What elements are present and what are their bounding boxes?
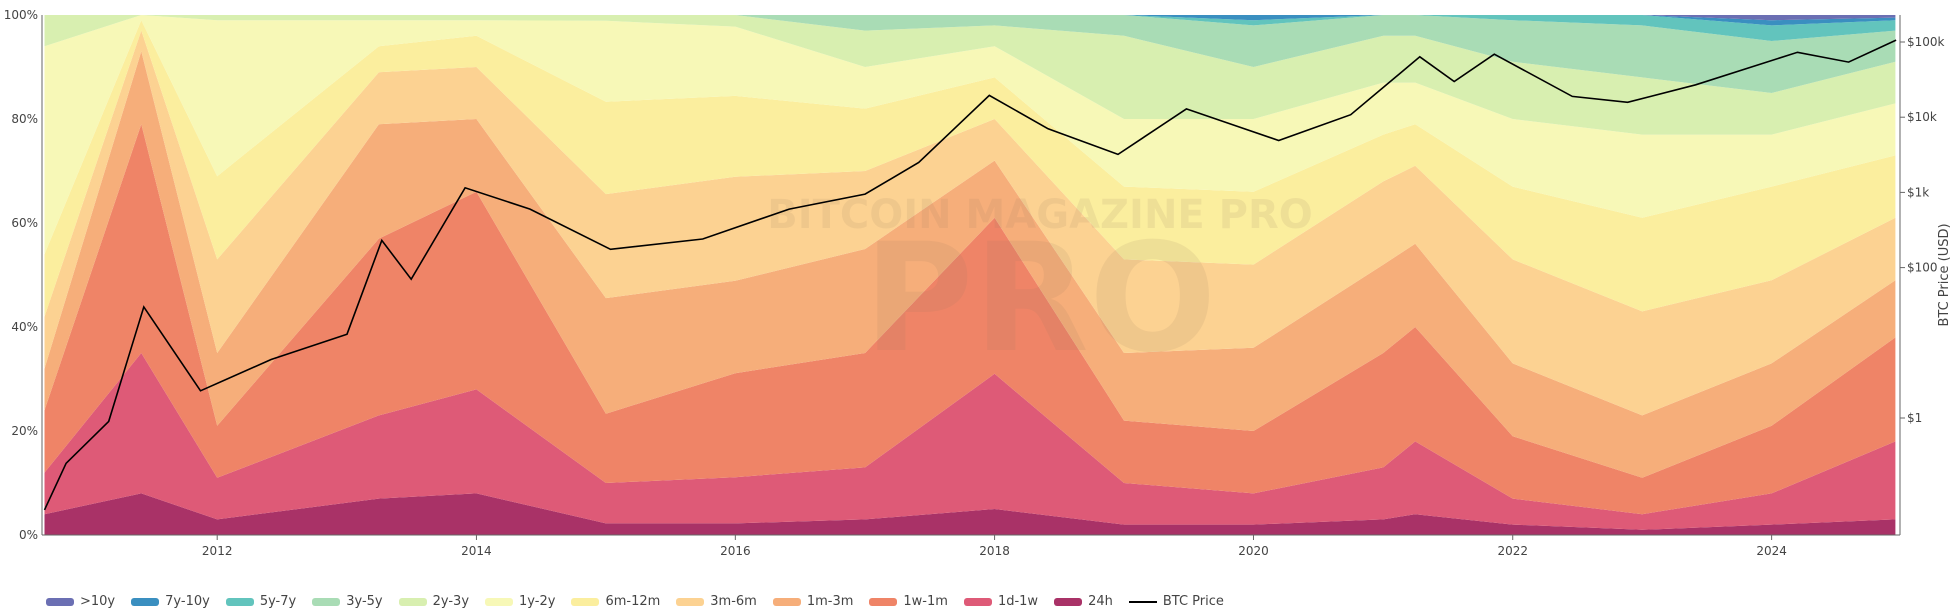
legend-swatch [963, 597, 992, 606]
legend-label: >10y [80, 594, 116, 609]
legend-label: 3y-5y [346, 594, 383, 609]
x-tick-label: 2020 [1238, 544, 1269, 558]
hodl-waves-chart: BITCOIN MAGAZINE PRO PRO 0% 20% 40% 60% 80% 1… [4, 8, 1952, 558]
x-tick-label: 2024 [1756, 544, 1787, 558]
watermark-text: BITCOIN MAGAZINE PRO [767, 192, 1313, 238]
legend-item->10y[interactable]: >10y [46, 594, 115, 609]
legend-item-5y-7y[interactable]: 5y-7y [225, 594, 297, 609]
legend-label: 1w-1m [903, 594, 948, 609]
watermark-logo-text: PRO [864, 212, 1217, 386]
x-tick-label: 2022 [1497, 544, 1528, 558]
legend-item-1d-1w[interactable]: 1d-1w [963, 594, 1039, 609]
legend-label: 1d-1w [997, 594, 1039, 609]
x-tick-label: 2016 [720, 544, 751, 558]
band-3m-6m [44, 30, 1896, 416]
band-1w-1m [44, 124, 1896, 515]
legend-swatch [676, 597, 705, 606]
legend-swatch [485, 597, 514, 606]
legend-line-swatch [1128, 600, 1157, 603]
legend-item-1y-2y[interactable]: 1y-2y [485, 594, 555, 609]
x-tick-label: 2014 [461, 544, 492, 558]
age-band-areas [44, 15, 1896, 535]
y2-tick-label: $1 [1907, 411, 1922, 425]
btc-price-line [43, 39, 1897, 511]
band-1m-3m [44, 51, 1896, 478]
legend-item-1w-1m[interactable]: 1w-1m [869, 594, 948, 609]
y2-tick-label: $100k [1907, 35, 1945, 49]
y2-tick-label: $1k [1907, 185, 1929, 199]
x-tick-label: 2018 [979, 544, 1010, 558]
legend-swatch [869, 597, 898, 606]
legend-swatch [312, 597, 341, 606]
watermark: BITCOIN MAGAZINE PRO PRO [767, 192, 1313, 386]
band->10y [44, 15, 1896, 21]
y-tick-label: 100% [4, 8, 38, 22]
x-tick-label: 2012 [202, 544, 233, 558]
legend-label: 1y-2y [519, 594, 556, 609]
y2-tick-label: $10k [1907, 110, 1937, 124]
band-1y-2y [44, 15, 1896, 255]
legend-item-7y-10y[interactable]: 7y-10y [131, 594, 210, 609]
left-y-axis: 0% 20% 40% 60% 80% 100% [4, 8, 43, 542]
y-tick-label: 0% [19, 528, 38, 542]
legend-item-6m-12m[interactable]: 6m-12m [571, 594, 660, 609]
y-tick-label: 80% [11, 112, 38, 126]
legend-swatch [225, 597, 254, 606]
legend-label: 5y-7y [259, 594, 297, 609]
legend-item-3y-5y[interactable]: 3y-5y [312, 594, 383, 609]
legend-label: 3m-6m [710, 594, 757, 609]
legend-item-btc-price[interactable]: BTC Price [1128, 594, 1224, 609]
legend-swatch [46, 597, 74, 606]
legend-label: 6m-12m [605, 594, 661, 609]
legend-item-3m-6m[interactable]: 3m-6m [676, 594, 757, 609]
right-y-axis: $1 $100 $1k $10k $100k [1899, 15, 1945, 535]
legend-label: 2y-3y [432, 594, 470, 609]
band-24h [44, 493, 1896, 535]
chart-legend: >10y 7y-10y 5y-7y 3y-5y 2y-3y 1y-2y 6m-12m 3m-6… [46, 594, 1240, 609]
y-tick-label: 20% [11, 424, 38, 438]
legend-label: BTC Price [1162, 594, 1224, 609]
legend-label: 1m-3m [806, 594, 854, 609]
btc-price-line-group [43, 39, 1897, 511]
y2-tick-label: $100 [1907, 261, 1938, 275]
legend-swatch [1054, 597, 1083, 606]
y-tick-label: 60% [11, 216, 38, 230]
legend-label: 7y-10y [165, 594, 210, 609]
band-1d-1w [44, 353, 1896, 530]
y2-axis-title: BTC Price (USD) [1937, 223, 1952, 326]
band-6m-12m [44, 20, 1896, 317]
band-3y-5y [44, 15, 1896, 93]
band-2y-3y [44, 15, 1896, 135]
y-tick-label: 40% [11, 320, 38, 334]
legend-swatch [398, 597, 427, 606]
legend-item-24h[interactable]: 24h [1054, 594, 1113, 609]
legend-swatch [772, 597, 801, 606]
legend-swatch [131, 597, 160, 606]
legend-item-2y-3y[interactable]: 2y-3y [398, 594, 470, 609]
x-axis: 2012 2014 2016 2018 2020 2022 2024 [42, 534, 1900, 558]
legend-swatch [571, 597, 600, 606]
legend-label: 24h [1088, 594, 1113, 609]
legend-item-1m-3m[interactable]: 1m-3m [772, 594, 854, 609]
